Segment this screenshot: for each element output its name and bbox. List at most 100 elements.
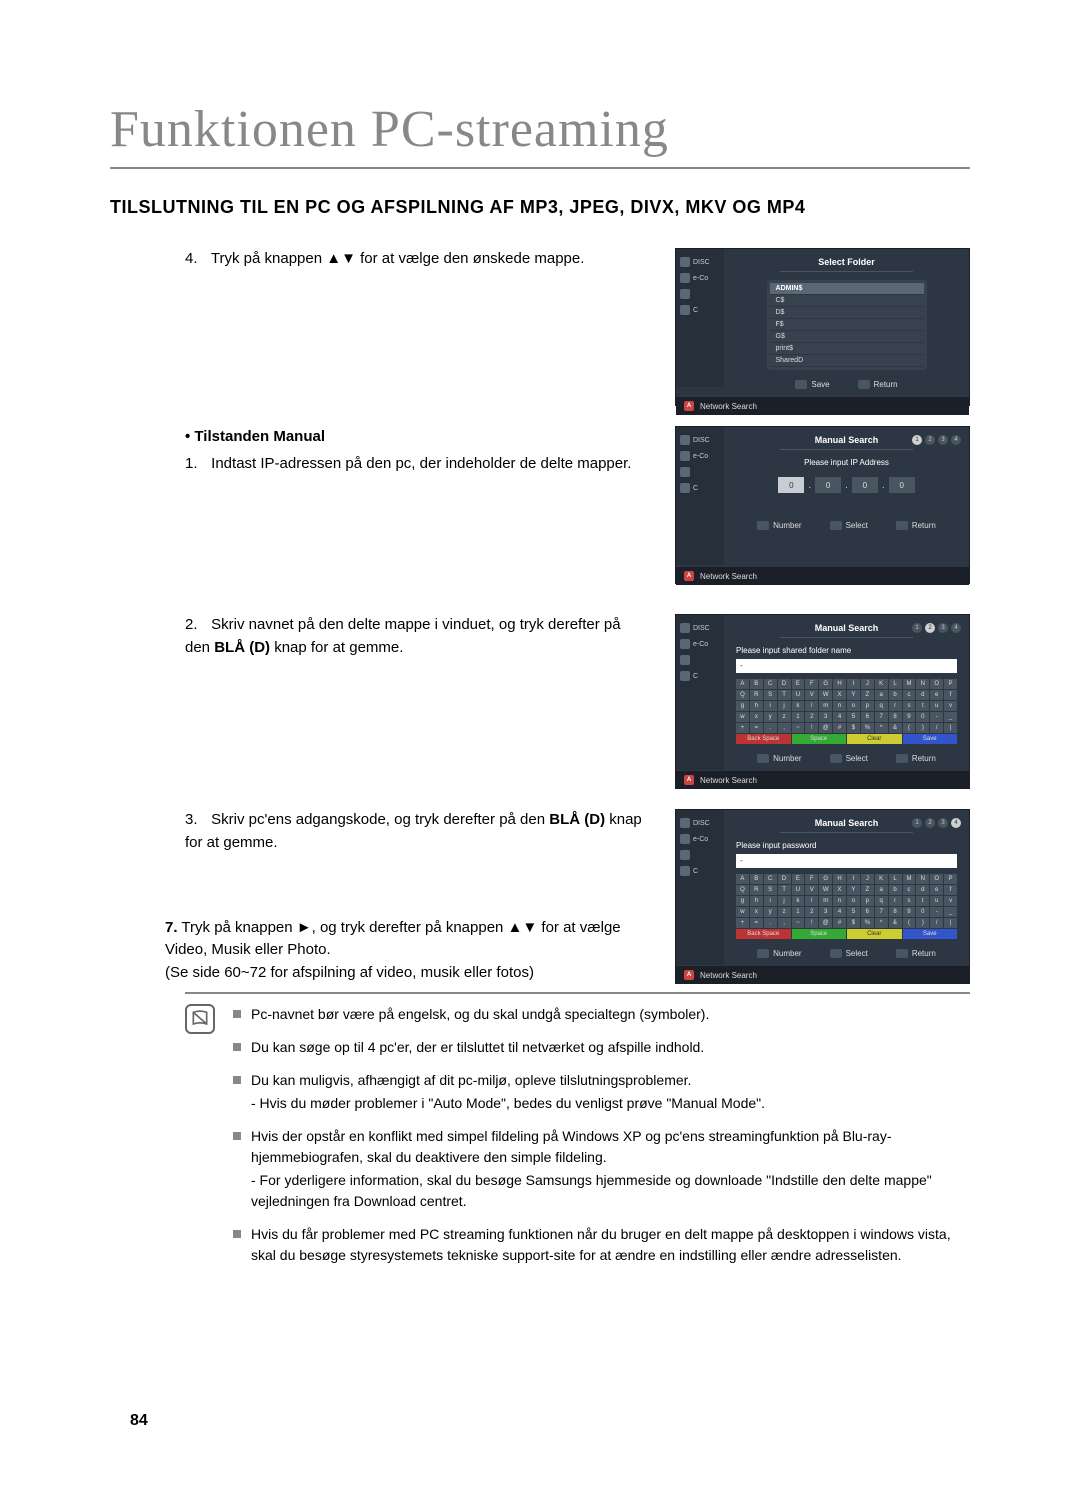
step-indicator: 3 <box>938 623 948 633</box>
keyboard-key: R <box>750 690 763 700</box>
folder-row: ADMIN$ <box>770 283 924 295</box>
keyboard-key: ) <box>916 723 929 733</box>
disc-icon <box>680 623 690 633</box>
keyboard-key: ( <box>903 723 916 733</box>
step-4-body: Tryk på knappen ▲▼ for at vælge den ønsk… <box>211 250 585 267</box>
keyboard-key: ~ <box>792 723 805 733</box>
select-icon <box>830 754 842 763</box>
step-indicator: 4 <box>951 623 961 633</box>
keyboard-key: . <box>764 723 777 733</box>
folder-row: D$ <box>770 307 924 319</box>
keyboard-key: ! <box>805 918 818 928</box>
kb-pass-input: - <box>736 854 957 868</box>
keyboard-key: r <box>889 701 902 711</box>
keyboard-key: R <box>750 885 763 895</box>
note-item: Hvis der opstår en konflikt med simpel f… <box>233 1126 970 1212</box>
keyboard-key: F <box>805 679 818 689</box>
keyboard-key: q <box>875 896 888 906</box>
folder-row: F$ <box>770 319 924 331</box>
kb-backspace: Back Space <box>736 734 791 744</box>
number-icon <box>757 949 769 958</box>
step-indicator: 3 <box>938 818 948 828</box>
step-indicator: 1 <box>912 818 922 828</box>
keyboard-key: & <box>889 918 902 928</box>
keyboard-key: y <box>764 712 777 722</box>
keyboard-key: h <box>750 896 763 906</box>
keyboard-key: X <box>833 690 846 700</box>
ip-octet: 0 <box>778 477 804 493</box>
bullet-icon <box>233 1132 241 1140</box>
keyboard-key: 3 <box>819 907 832 917</box>
step-indicator: 4 <box>951 818 961 828</box>
kb-clear: Clear <box>847 929 902 939</box>
screenshot-kb-name: DISC e-Co C 1234 Manual Search Please in… <box>675 614 970 789</box>
keyboard-key: S <box>764 885 777 895</box>
keyboard-key: n <box>833 896 846 906</box>
step-indicator: 4 <box>951 435 961 445</box>
keyboard-key: L <box>889 874 902 884</box>
folder-title: Select Folder <box>736 257 957 267</box>
keyboard-key: 1 <box>792 907 805 917</box>
keyboard-key: O <box>930 679 943 689</box>
step-4-num: 4. <box>185 248 207 271</box>
keyboard-key: , <box>778 918 791 928</box>
keyboard-key: n <box>833 701 846 711</box>
keyboard-key: g <box>736 896 749 906</box>
kb-pass-prompt: Please input password <box>736 841 957 850</box>
ecommerce-icon <box>680 451 690 461</box>
keyboard-key: D <box>778 679 791 689</box>
keyboard-key: + <box>736 723 749 733</box>
bullet-icon <box>233 1010 241 1018</box>
keyboard-key: ) <box>916 918 929 928</box>
note-item: Du kan muligvis, afhængigt af dit pc-mil… <box>233 1070 970 1114</box>
keyboard-key: K <box>875 874 888 884</box>
keyboard-key: O <box>930 874 943 884</box>
ecommerce-icon <box>680 273 690 283</box>
keyboard-key: e <box>930 885 943 895</box>
keyboard-key: / <box>930 918 943 928</box>
manual-heading: • Tilstanden Manual <box>185 426 645 449</box>
keyboard-key: c <box>903 690 916 700</box>
kb-clear: Clear <box>847 734 902 744</box>
step-indicator: 2 <box>925 623 935 633</box>
keyboard-key: J <box>861 679 874 689</box>
keyboard-key: N <box>916 874 929 884</box>
bullet-icon <box>233 1076 241 1084</box>
keyboard-key: S <box>764 690 777 700</box>
step-indicator: 1 <box>912 435 922 445</box>
ip-octet: 0 <box>889 477 915 493</box>
step-1-num: 1. <box>185 453 207 476</box>
a-button-icon: A <box>684 970 694 980</box>
keyboard-key: | <box>944 723 957 733</box>
keyboard-key: ! <box>805 723 818 733</box>
keyboard-key: B <box>750 874 763 884</box>
keyboard-key: V <box>805 885 818 895</box>
folder-row: C$ <box>770 295 924 307</box>
keyboard-key: H <box>833 679 846 689</box>
ecommerce-icon <box>680 834 690 844</box>
number-icon <box>757 754 769 763</box>
keyboard-key: ^ <box>875 723 888 733</box>
keyboard-key: T <box>778 885 791 895</box>
c-icon <box>680 483 690 493</box>
step-2-text: 2. Skriv navnet på den delte mappe i vin… <box>110 614 645 659</box>
kb-save: Save <box>903 734 958 744</box>
kb-backspace: Back Space <box>736 929 791 939</box>
section-divider <box>185 992 970 994</box>
kb-space: Space <box>792 929 847 939</box>
keyboard-key: f <box>944 885 957 895</box>
c-icon <box>680 866 690 876</box>
keyboard-key: z <box>778 907 791 917</box>
return-icon <box>896 754 908 763</box>
keyboard-key: F <box>805 874 818 884</box>
c-icon <box>680 305 690 315</box>
keyboard-key: d <box>916 690 929 700</box>
keyboard-key: Q <box>736 885 749 895</box>
screenshot-kb-pass: DISC e-Co C 1234 Manual Search Please in… <box>675 809 970 984</box>
keyboard-key: 2 <box>805 712 818 722</box>
step-4-row: 4. Tryk på knappen ▲▼ for at vælge den ø… <box>110 248 970 406</box>
disc-icon <box>680 818 690 828</box>
keyboard-key: z <box>778 712 791 722</box>
screenshot-ip-input: DISC e-Co C 1234 Manual Search Please in… <box>675 426 970 584</box>
keyboard-key: . <box>764 918 777 928</box>
